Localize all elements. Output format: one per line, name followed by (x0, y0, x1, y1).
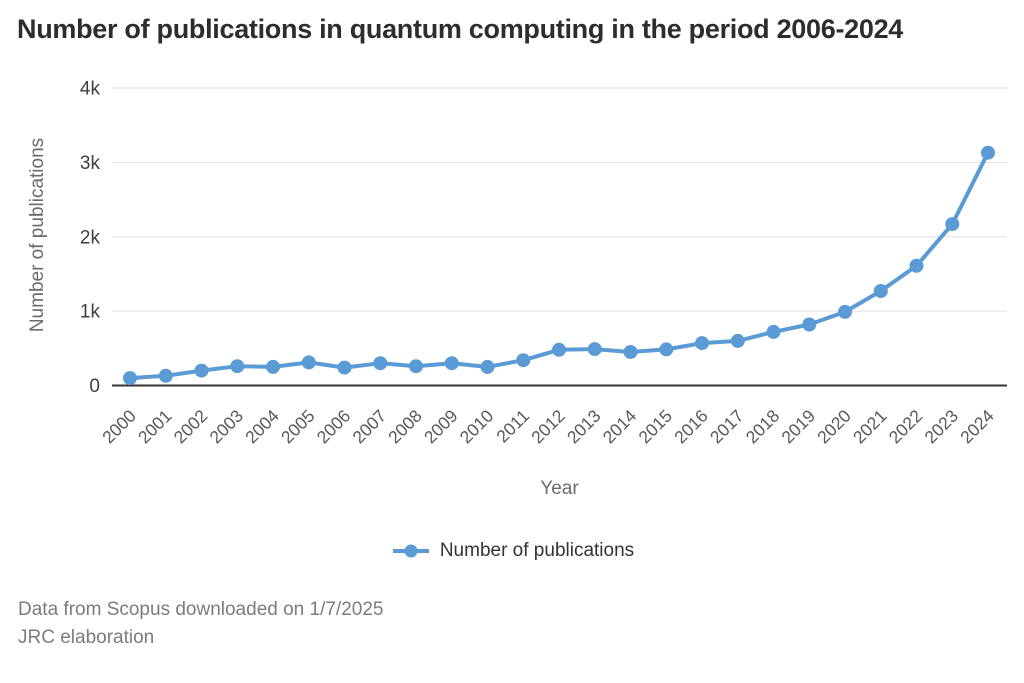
x-tick-label: 2022 (885, 406, 927, 448)
x-tick-label: 2015 (634, 406, 676, 448)
source-note: Data from Scopus downloaded on 1/7/2025 … (18, 596, 718, 652)
data-point (123, 371, 137, 386)
data-point (444, 356, 459, 371)
x-tick-label: 2017 (706, 406, 748, 448)
x-tick-label: 2003 (205, 406, 247, 448)
data-point (873, 284, 888, 298)
data-point (373, 356, 388, 371)
data-point (409, 359, 423, 374)
data-point (301, 355, 316, 370)
x-tick-label: 2000 (98, 406, 140, 448)
data-point (695, 336, 709, 351)
x-tick-label: 2020 (813, 406, 855, 448)
chart-legend: Number of publications (0, 538, 1024, 564)
y-tick-label: 2k (80, 227, 101, 248)
x-axis-title: Year (540, 478, 579, 499)
data-point (552, 342, 566, 357)
x-tick-label: 2021 (849, 406, 891, 448)
data-point (587, 342, 602, 357)
data-point (337, 360, 352, 375)
x-tick-label: 2008 (384, 406, 426, 448)
source-note-line2: JRC elaboration (18, 627, 155, 648)
data-point (266, 359, 280, 374)
data-point (516, 353, 531, 368)
x-tick-label: 2009 (420, 406, 462, 448)
x-tick-label: 2014 (599, 406, 641, 448)
x-tick-label: 2007 (348, 406, 390, 448)
x-tick-label: 2001 (134, 406, 176, 448)
source-note-line1: Data from Scopus downloaded on 1/7/2025 (18, 599, 384, 620)
data-point (838, 304, 852, 319)
data-point (909, 258, 924, 273)
data-point (766, 324, 781, 339)
data-point (981, 145, 995, 160)
x-tick-label: 2012 (527, 406, 569, 448)
legend-item-label: Number of publications (439, 540, 635, 561)
x-tick-label: 2018 (742, 406, 784, 448)
data-point (659, 342, 674, 357)
data-point (730, 333, 745, 348)
x-tick-label: 2010 (456, 406, 498, 448)
x-tick-label: 2006 (313, 406, 355, 448)
chart-title: Number of publications in quantum comput… (17, 14, 903, 44)
data-point (194, 363, 209, 378)
y-tick-label: 3k (80, 153, 101, 174)
x-tick-label: 2023 (920, 406, 962, 448)
data-point (945, 217, 960, 232)
chart-plot-area: 01k2k3k4k2000200120022003200420052006200… (80, 79, 1007, 448)
x-tick-label: 2024 (956, 406, 998, 448)
data-point (230, 359, 245, 374)
data-point (158, 368, 173, 383)
x-tick-label: 2011 (492, 406, 533, 447)
y-tick-label: 4k (80, 79, 101, 100)
x-tick-label: 2013 (563, 406, 605, 448)
x-tick-label: 2002 (170, 406, 212, 448)
x-tick-label: 2016 (670, 406, 712, 448)
legend-line-marker-icon (392, 544, 429, 558)
data-point (623, 345, 638, 359)
x-tick-label: 2005 (277, 406, 319, 448)
y-tick-label: 0 (89, 376, 100, 397)
data-point (802, 317, 817, 332)
data-point (480, 359, 495, 374)
x-tick-label: 2019 (777, 406, 819, 448)
x-tick-label: 2004 (241, 406, 283, 448)
y-tick-label: 1k (80, 302, 101, 323)
